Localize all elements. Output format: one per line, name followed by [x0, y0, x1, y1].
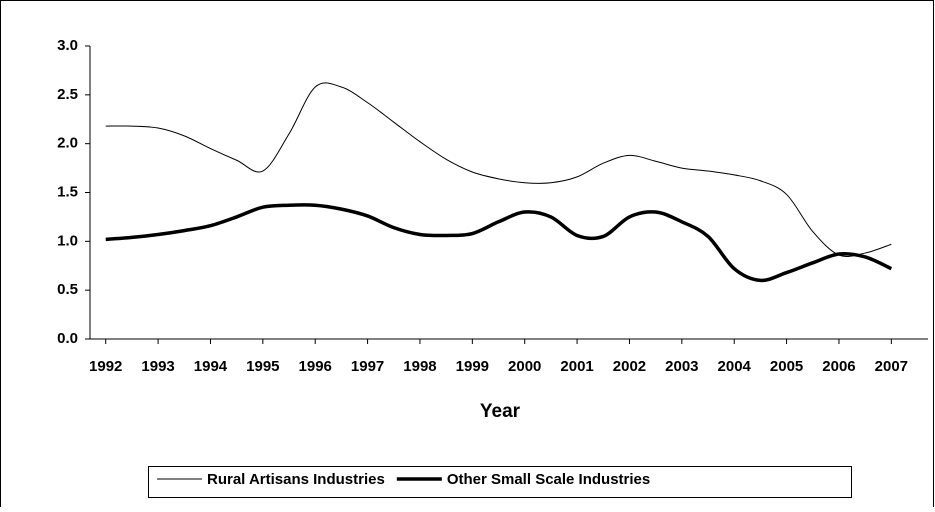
x-axis-title: Year: [480, 401, 521, 422]
x-tick-label: 1997: [351, 358, 384, 375]
series-line: [105, 82, 892, 257]
y-tick-label: 1.5: [57, 183, 78, 200]
x-tick-label: 1996: [299, 358, 332, 375]
y-tick-label: 0.5: [57, 281, 78, 298]
y-tick-label: 3.0: [57, 37, 78, 54]
x-tick-label: 2005: [770, 358, 803, 375]
series-line: [105, 203, 893, 283]
y-tick-label: 1.0: [57, 232, 78, 249]
y-tick-label: 2.0: [57, 135, 78, 152]
x-tick-label: 1992: [89, 358, 122, 375]
x-tick-label: 2007: [875, 358, 908, 375]
legend-label: Rural Artisans Industries: [207, 471, 385, 488]
x-tick-label: 2004: [718, 358, 752, 375]
y-tick-label: 0.0: [57, 330, 78, 347]
x-tick-label: 1993: [141, 358, 174, 375]
legend-box: [148, 466, 852, 498]
x-tick-label: 1999: [456, 358, 489, 375]
x-tick-label: 2001: [560, 358, 593, 375]
x-tick-label: 2003: [665, 358, 698, 375]
x-tick-label: 1995: [246, 358, 279, 375]
y-tick-label: 2.5: [57, 86, 78, 103]
x-tick-label: 2000: [508, 358, 541, 375]
x-tick-label: 2002: [613, 358, 646, 375]
x-tick-label: 1994: [194, 358, 228, 375]
legend-label: Other Small Scale Industries: [447, 471, 650, 488]
x-tick-label: 1998: [403, 358, 436, 375]
x-tick-label: 2006: [822, 358, 855, 375]
